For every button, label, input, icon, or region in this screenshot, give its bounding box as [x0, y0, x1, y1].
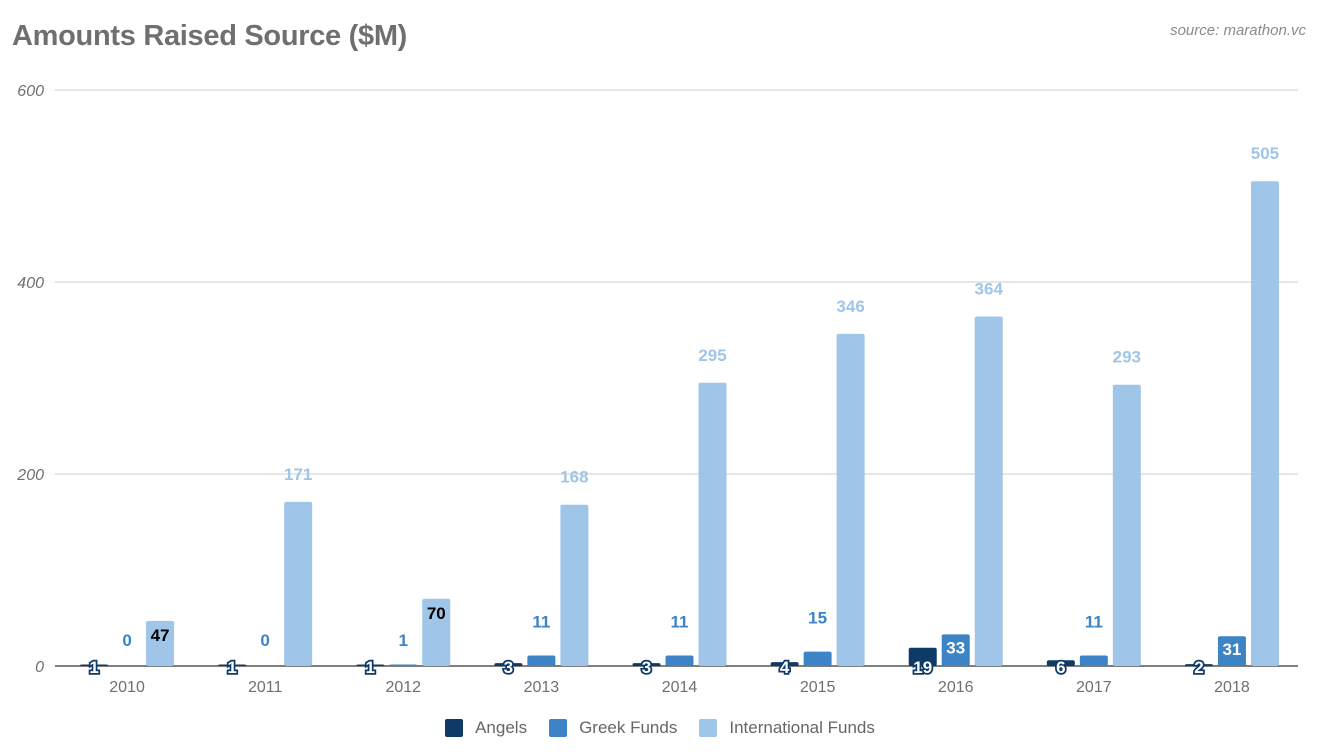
bar-international-funds[interactable] — [698, 382, 727, 666]
bar-international-funds[interactable] — [284, 501, 313, 666]
data-label: 70 — [427, 604, 446, 623]
data-label: 31 — [1222, 640, 1241, 659]
data-label: 1 — [399, 631, 408, 650]
legend-item-angels[interactable]: Angels — [445, 718, 527, 738]
data-label: 1 — [89, 658, 98, 677]
bar-international-funds[interactable] — [1250, 181, 1279, 666]
data-label: 11 — [671, 612, 689, 631]
bar-angels[interactable] — [80, 664, 109, 667]
bar-angels[interactable] — [908, 647, 937, 666]
bar-greek-funds[interactable] — [527, 655, 556, 666]
legend-swatch-greek-funds — [549, 719, 568, 737]
data-label: 505 — [1251, 144, 1279, 163]
bar-international-funds[interactable] — [560, 504, 589, 666]
x-tick-label: 2017 — [1076, 679, 1112, 696]
data-label: 1 — [366, 658, 375, 677]
source-note: source: marathon.vc — [1170, 22, 1306, 39]
x-tick-label: 2015 — [800, 679, 836, 696]
chart-title: Amounts Raised Source ($M) — [12, 20, 408, 52]
bar-angels[interactable] — [218, 664, 247, 667]
legend-item-greek-funds[interactable]: Greek Funds — [549, 718, 677, 738]
x-tick-label: 2012 — [385, 679, 421, 696]
data-label: 33 — [946, 638, 965, 657]
bar-greek-funds[interactable] — [665, 655, 694, 666]
legend-label: Angels — [475, 718, 528, 737]
bar-international-funds[interactable] — [422, 598, 451, 666]
bar-angels[interactable] — [356, 664, 385, 667]
legend-swatch-international-funds — [699, 719, 718, 737]
data-label: 19 — [913, 658, 932, 677]
data-label: 11 — [1085, 612, 1103, 631]
bar-international-funds[interactable] — [974, 316, 1003, 666]
bar-international-funds[interactable] — [146, 620, 175, 666]
x-tick-label: 2016 — [938, 679, 974, 696]
data-label: 3 — [504, 658, 513, 677]
bar-angels[interactable] — [770, 662, 799, 666]
bar-angels[interactable] — [632, 663, 661, 666]
y-tick-label: 400 — [17, 275, 44, 292]
bar-angels[interactable] — [1184, 664, 1213, 666]
legend-label: International Funds — [729, 718, 875, 737]
data-label: 0 — [260, 631, 269, 650]
data-label: 295 — [698, 346, 726, 365]
data-label: 171 — [284, 465, 312, 484]
y-tick-label: 600 — [17, 83, 44, 100]
legend-label: Greek Funds — [579, 718, 678, 737]
x-tick-label: 2013 — [524, 679, 560, 696]
legend-item-international-funds[interactable]: International Funds — [699, 718, 875, 738]
bar-greek-funds[interactable] — [389, 664, 418, 667]
bar-greek-funds[interactable] — [803, 651, 832, 666]
data-label: 168 — [560, 468, 588, 487]
data-label: 3 — [642, 658, 651, 677]
bar-international-funds[interactable] — [1112, 384, 1141, 666]
legend: Angels Greek Funds International Funds — [0, 718, 1320, 738]
y-tick-label: 200 — [16, 467, 44, 484]
legend-swatch-angels — [445, 719, 464, 737]
data-label: 1 — [227, 658, 236, 677]
bar-angels[interactable] — [1046, 660, 1075, 666]
x-tick-label: 2011 — [248, 679, 283, 696]
data-label: 2 — [1194, 658, 1203, 677]
bar-greek-funds[interactable] — [941, 634, 970, 666]
data-label: 11 — [532, 612, 550, 631]
data-label: 6 — [1056, 658, 1065, 677]
x-tick-label: 2018 — [1214, 679, 1250, 696]
bar-angels[interactable] — [494, 663, 523, 666]
y-tick-label: 0 — [35, 659, 44, 676]
bar-greek-funds[interactable] — [1217, 636, 1246, 666]
data-label: 47 — [151, 626, 170, 645]
data-label: 346 — [836, 297, 864, 316]
bar-greek-funds[interactable] — [1079, 655, 1108, 666]
data-label: 293 — [1113, 348, 1141, 367]
data-label: 364 — [975, 280, 1004, 299]
data-label: 4 — [780, 658, 790, 677]
data-label: 0 — [122, 631, 131, 650]
data-label: 15 — [808, 609, 827, 628]
x-tick-label: 2014 — [662, 679, 698, 696]
bar-international-funds[interactable] — [836, 333, 865, 666]
x-tick-label: 2010 — [109, 679, 145, 696]
